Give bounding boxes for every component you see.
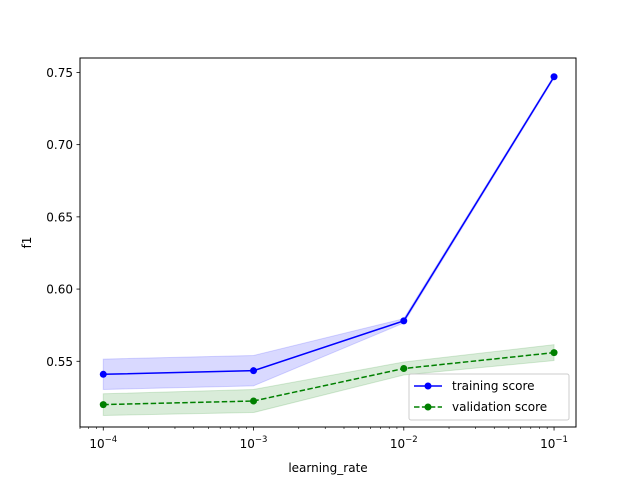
legend-marker-validation-score [424,403,432,411]
x-tick-label-2: 10−2 [390,435,418,451]
point-validation-score-1 [250,397,258,405]
x-axis-label: learning_rate [288,461,367,475]
line-training-score [103,76,555,376]
y-tick-label-1: 0.60 [46,283,73,297]
y-tick-label-0: 0.55 [46,355,73,369]
legend-marker-training-score [424,382,432,390]
y-axis-label: f1 [20,237,34,249]
series-lines [103,76,555,406]
point-validation-score-2 [400,365,408,373]
band-validation-score [102,344,555,416]
series-markers [99,73,558,409]
legend-label-training-score: training score [452,379,535,393]
point-training-score-1 [250,367,258,375]
legend-label-validation-score: validation score [452,400,547,414]
point-validation-score-0 [99,401,107,409]
x-axis-ticks: 10−4 10−3 10−2 10−1 [79,427,568,451]
point-validation-score-3 [550,349,558,357]
plot-frame [79,57,577,428]
x-tick-label-3: 10−1 [540,435,568,451]
y-tick-label-3: 0.70 [46,138,73,152]
point-training-score-0 [99,370,107,378]
line-validation-score [103,351,555,406]
x-tick-label-1: 10−3 [240,435,268,451]
legend-box [408,373,570,421]
y-axis-ticks: 0.55 0.60 0.65 0.70 0.75 [46,66,80,369]
point-training-score-3 [550,73,558,81]
x-tick-label-0: 10−4 [89,435,117,451]
point-training-score-2 [400,317,408,325]
legend: training score validation score [408,373,570,421]
y-tick-label-4: 0.75 [46,66,73,80]
y-tick-label-2: 0.65 [46,210,73,224]
